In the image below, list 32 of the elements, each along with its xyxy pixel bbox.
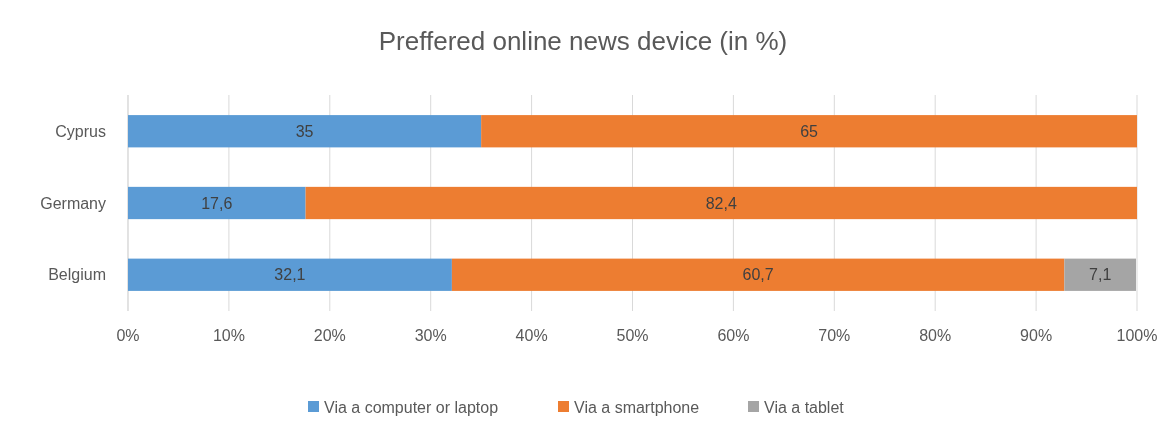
x-tick-label: 0% [116,326,140,344]
x-tick-label: 50% [616,326,649,344]
bar [128,186,306,220]
x-tick-label: 90% [1020,326,1053,344]
y-tick-label: Belgium [48,266,106,284]
data-label: 60,7 [742,266,774,284]
bar [451,258,1065,291]
data-label: 17,6 [201,194,233,212]
bar [1064,258,1136,291]
data-label: 35 [295,122,314,140]
bar [305,186,1137,220]
x-tick-label: 30% [414,326,447,344]
legend-label: Via a tablet [764,398,845,416]
y-tick-label: Germany [40,194,106,212]
x-tick-label: 80% [919,326,952,344]
x-tick-label: 60% [717,326,750,344]
x-tick-label: 100% [1116,326,1158,344]
bar [128,115,482,148]
y-tick-label: Cyprus [55,122,106,140]
x-tick-label: 70% [818,326,851,344]
bar [128,258,452,291]
x-tick-label: 40% [515,326,548,344]
data-label: 32,1 [274,266,306,284]
x-tick-label: 10% [212,326,245,344]
x-tick-label: 20% [313,326,346,344]
data-label: 65 [800,122,819,140]
chart-title: Preffered online news device (in %) [378,26,788,56]
data-label: 7,1 [1089,266,1112,284]
bar [481,115,1137,148]
legend-label: Via a smartphone [574,398,700,416]
legend-label: Via a computer or laptop [324,398,499,416]
data-label: 82,4 [705,194,737,212]
